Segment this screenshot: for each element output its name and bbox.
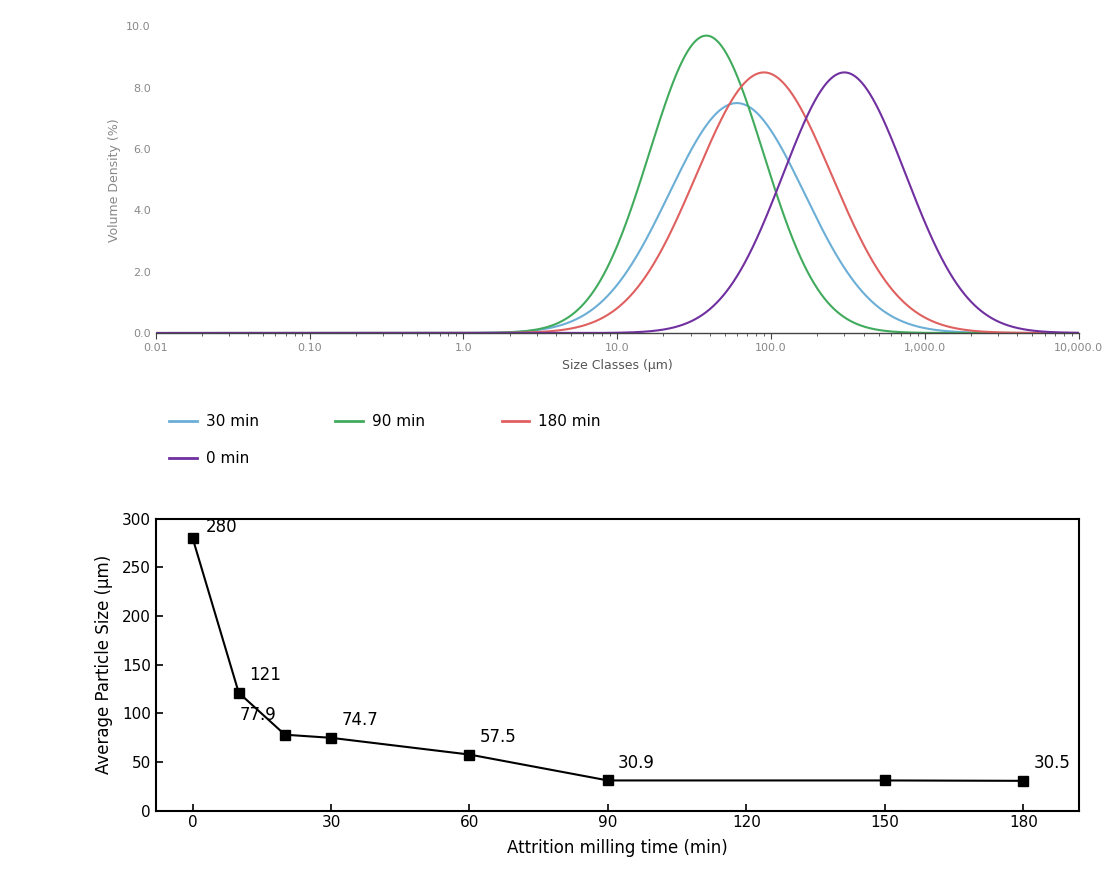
Text: 280: 280 [206,518,237,537]
180 min [503,328,516,338]
0 min [837,67,851,78]
Text: 30.5: 30.5 [1033,754,1070,772]
0 min [503,328,516,338]
90 min [955,328,969,338]
90 min [1054,328,1068,338]
Text: 74.7: 74.7 [341,711,378,729]
30 min [503,327,516,337]
90 min [699,30,713,41]
0 min [955,285,969,295]
180 min [309,328,322,338]
30 min [543,322,556,333]
90 min [309,328,322,338]
Y-axis label: Average Particle Size (μm): Average Particle Size (μm) [96,555,113,774]
0 min [149,328,162,338]
180 min [757,67,771,78]
Text: 57.5: 57.5 [479,728,516,746]
Legend: 0 min: 0 min [163,445,256,472]
Line: 30 min: 30 min [156,103,1079,333]
30 min [955,327,969,337]
30 min [1072,328,1085,338]
Line: 90 min: 90 min [156,35,1079,333]
Line: 180 min: 180 min [156,72,1079,333]
Text: 121: 121 [249,666,280,684]
180 min [149,328,162,338]
180 min [1072,328,1085,338]
0 min [255,328,268,338]
90 min [543,321,556,331]
Text: 30.9: 30.9 [618,753,655,772]
30 min [309,328,322,338]
180 min [543,326,556,337]
180 min [255,328,268,338]
0 min [1072,328,1085,338]
30 min [1054,328,1068,338]
0 min [1054,327,1068,337]
Text: 77.9: 77.9 [239,707,276,724]
30 min [149,328,162,338]
0 min [543,328,556,338]
180 min [1054,328,1068,338]
90 min [503,327,516,337]
180 min [955,324,969,335]
90 min [1072,328,1085,338]
X-axis label: Attrition milling time (min): Attrition milling time (min) [507,839,727,856]
30 min [255,328,268,338]
90 min [149,328,162,338]
0 min [309,328,322,338]
Y-axis label: Volume Density (%): Volume Density (%) [108,118,120,241]
30 min [731,98,744,108]
Line: 0 min: 0 min [156,72,1079,333]
90 min [255,328,268,338]
X-axis label: Size Classes (μm): Size Classes (μm) [562,359,673,372]
